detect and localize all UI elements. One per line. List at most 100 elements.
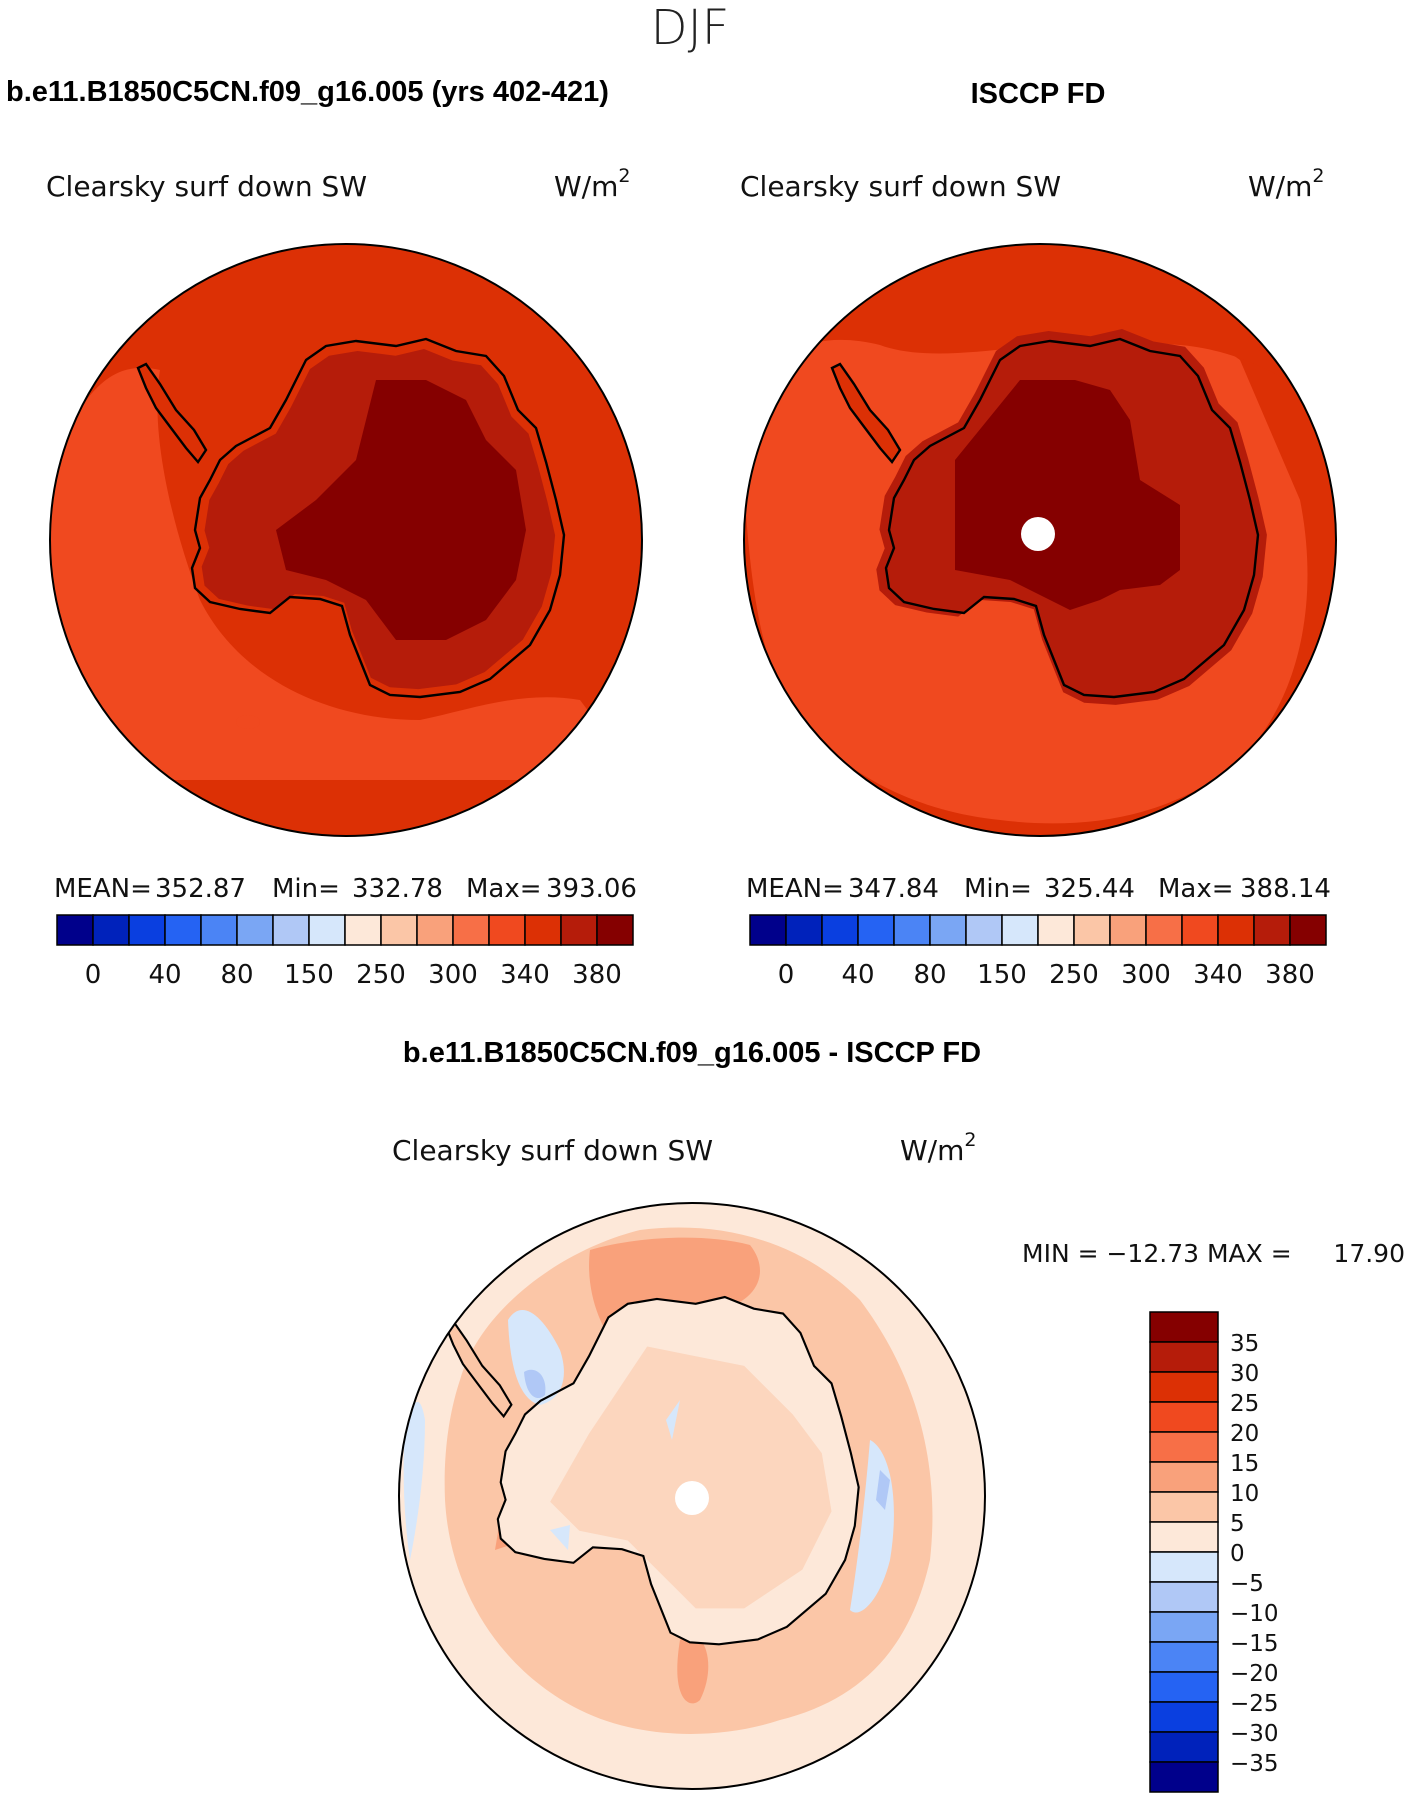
colorbar-swatch xyxy=(560,914,598,946)
colorbar-tick-label: 0 xyxy=(778,960,795,990)
colorbar-swatch xyxy=(1149,1671,1219,1703)
colorbar-swatch xyxy=(452,914,490,946)
colorbar-swatch xyxy=(857,914,895,946)
model-variable-label: Clearsky surf down SW xyxy=(46,170,367,203)
colorbar-swatch xyxy=(1149,1461,1219,1493)
diff-max-value: 17.90 xyxy=(1333,1239,1405,1268)
colorbar-swatch xyxy=(929,914,967,946)
colorbar-swatch xyxy=(1149,1701,1219,1733)
colorbar-tick-label: 10 xyxy=(1230,1481,1259,1507)
colorbar-swatch xyxy=(1001,914,1039,946)
model-mean-label: MEAN= xyxy=(54,874,152,904)
colorbar-swatch xyxy=(821,914,859,946)
colorbar-swatch xyxy=(1149,1641,1219,1673)
diff-units-label: W/m2 xyxy=(900,1129,977,1167)
diff-polar-map xyxy=(399,1203,985,1789)
colorbar-tick-label: 40 xyxy=(841,960,874,990)
colorbar-tick-label: 0 xyxy=(85,960,102,990)
colorbar-swatch xyxy=(1149,1521,1219,1553)
colorbar-tick-label: 340 xyxy=(1193,960,1243,990)
obs-min-value: 325.44 xyxy=(1044,874,1135,904)
obs-stats: MEAN= 347.84 Min= 325.44 Max= 388.14 xyxy=(746,874,1331,904)
diff-colorbar: 35 30 25 20 15 10 5 0 −5 −10 −15 −20 −25 −30 −35 xyxy=(1149,1311,1279,1793)
model-stats: MEAN= 352.87 Min= 332.78 Max= 393.06 xyxy=(54,874,637,904)
colorbar-swatch xyxy=(1037,914,1075,946)
obs-colorbar: 0 40 80 150 250 300 340 380 xyxy=(749,914,1327,990)
colorbar-swatch xyxy=(1181,914,1219,946)
colorbar-tick-label: 150 xyxy=(284,960,334,990)
colorbar-swatch xyxy=(1149,1311,1219,1343)
colorbar-swatch xyxy=(1145,914,1183,946)
model-max-label: Max= xyxy=(466,874,542,904)
obs-mean-value: 347.84 xyxy=(848,874,939,904)
colorbar-swatch xyxy=(1149,1731,1219,1763)
model-case-title: b.e11.B1850C5CN.f09_g16.005 (yrs 402-421… xyxy=(6,76,609,108)
colorbar-tick-label: −25 xyxy=(1230,1691,1279,1717)
colorbar-tick-label: 380 xyxy=(572,960,622,990)
colorbar-swatch xyxy=(1149,1761,1219,1793)
colorbar-swatch xyxy=(785,914,823,946)
colorbar-swatch xyxy=(1253,914,1291,946)
colorbar-swatch xyxy=(965,914,1003,946)
colorbar-tick-label: 250 xyxy=(1049,960,1099,990)
colorbar-tick-label: 80 xyxy=(913,960,946,990)
colorbar-swatch xyxy=(164,914,202,946)
colorbar-swatch xyxy=(1149,1401,1219,1433)
colorbar-swatch xyxy=(893,914,931,946)
colorbar-swatch xyxy=(1149,1371,1219,1403)
model-units-label: W/m2 xyxy=(554,165,631,203)
colorbar-swatch xyxy=(1149,1491,1219,1523)
model-max-value: 393.06 xyxy=(546,874,637,904)
colorbar-swatch xyxy=(1217,914,1255,946)
colorbar-swatch xyxy=(200,914,238,946)
diff-panel: b.e11.B1850C5CN.f09_g16.005 - ISCCP FD C… xyxy=(392,1037,1405,1793)
diff-minmax-label: MIN = −12.73 MAX = xyxy=(1022,1239,1292,1268)
colorbar-swatch xyxy=(308,914,346,946)
colorbar-swatch xyxy=(236,914,274,946)
colorbar-swatch xyxy=(380,914,418,946)
obs-polar-map xyxy=(744,244,1336,836)
colorbar-tick-label: 40 xyxy=(148,960,181,990)
colorbar-swatch xyxy=(1109,914,1147,946)
diff-variable-label: Clearsky surf down SW xyxy=(392,1134,713,1167)
colorbar-tick-label: −15 xyxy=(1230,1631,1279,1657)
colorbar-swatch xyxy=(344,914,382,946)
colorbar-tick-label: 250 xyxy=(356,960,406,990)
obs-variable-label: Clearsky surf down SW xyxy=(740,170,1061,203)
colorbar-tick-label: 15 xyxy=(1230,1451,1259,1477)
colorbar-tick-label: 5 xyxy=(1230,1511,1245,1537)
colorbar-swatch xyxy=(1149,1611,1219,1643)
obs-max-value: 388.14 xyxy=(1240,874,1331,904)
colorbar-tick-label: 20 xyxy=(1230,1421,1259,1447)
model-polar-map xyxy=(50,244,642,836)
obs-pole-gap xyxy=(1021,517,1055,551)
model-mean-value: 352.87 xyxy=(155,874,246,904)
colorbar-swatch xyxy=(749,914,787,946)
colorbar-swatch xyxy=(1149,1431,1219,1463)
obs-units-label: W/m2 xyxy=(1248,165,1325,203)
model-min-value: 332.78 xyxy=(352,874,443,904)
colorbar-swatch xyxy=(272,914,310,946)
obs-title: ISCCP FD xyxy=(971,78,1106,110)
diff-title: b.e11.B1850C5CN.f09_g16.005 - ISCCP FD xyxy=(403,1037,981,1069)
colorbar-tick-label: 150 xyxy=(977,960,1027,990)
colorbar-swatch xyxy=(524,914,562,946)
obs-max-label: Max= xyxy=(1158,874,1234,904)
colorbar-swatch xyxy=(128,914,166,946)
model-min-label: Min= xyxy=(272,874,340,904)
colorbar-swatch xyxy=(56,914,94,946)
diff-pole-gap xyxy=(675,1481,709,1515)
colorbar-swatch xyxy=(1289,914,1327,946)
colorbar-tick-label: 80 xyxy=(220,960,253,990)
model-colorbar: 0 40 80 150 250 300 340 380 xyxy=(56,914,634,990)
model-panel: Clearsky surf down SW W/m2 MEAN= 352.87 … xyxy=(46,165,643,990)
season-title: DJF xyxy=(651,0,730,56)
colorbar-swatch xyxy=(488,914,526,946)
obs-mean-label: MEAN= xyxy=(746,874,844,904)
colorbar-tick-label: 300 xyxy=(1121,960,1171,990)
colorbar-tick-label: −20 xyxy=(1230,1661,1279,1687)
colorbar-tick-label: −10 xyxy=(1230,1601,1279,1627)
colorbar-tick-label: −35 xyxy=(1230,1751,1279,1777)
colorbar-tick-label: −5 xyxy=(1230,1571,1264,1597)
colorbar-swatch xyxy=(1149,1581,1219,1613)
